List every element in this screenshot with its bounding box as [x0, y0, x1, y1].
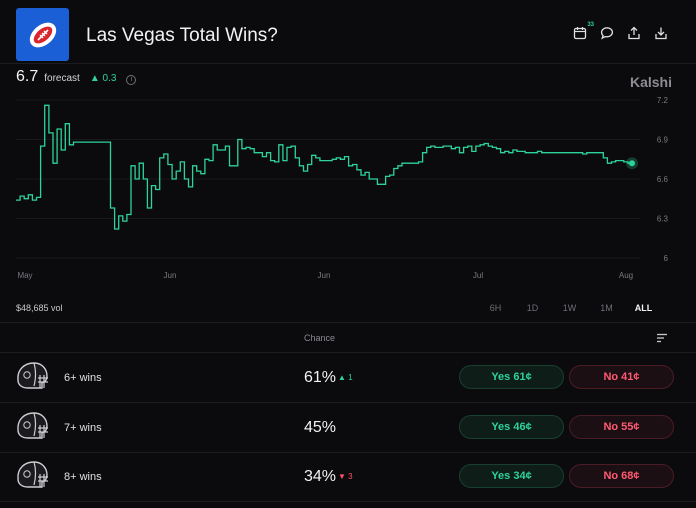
y-tick-label: 6.6 [657, 175, 669, 184]
market-title: Las Vegas Total Wins? [86, 25, 278, 46]
outcome-row[interactable]: 8+ wins 34% ▼ 3 Yes 34¢ No 68¢ [0, 452, 696, 501]
chance-delta: ▼ 3 [338, 472, 353, 481]
forecast-change: ▲ 0.3 [89, 73, 117, 84]
forecast-chart: 7.2 6.9 6.6 6.3 6 May Jun Jun Jul Aug [16, 96, 669, 280]
outcome-label: 7+ wins [64, 421, 102, 434]
divider [0, 352, 696, 353]
x-tick-label: Jul [473, 271, 483, 280]
x-tick-label: Jun [164, 271, 177, 280]
share-icon [628, 26, 640, 40]
x-tick-label: Aug [619, 271, 633, 280]
y-tick-label: 6.9 [657, 136, 669, 145]
header-actions: 33 [573, 22, 668, 40]
buy-yes-button[interactable]: Yes 61¢ [459, 365, 564, 389]
buy-no-button[interactable]: No 68¢ [569, 464, 674, 488]
divider [0, 322, 696, 323]
comment-button[interactable] [600, 26, 614, 40]
x-tick-label: May [17, 271, 32, 280]
range-button-all[interactable]: ALL [634, 303, 653, 313]
chance-value: 34% [304, 468, 337, 485]
brand-logo: Kalshi [629, 74, 672, 90]
raiders-helmet-icon [17, 411, 48, 439]
x-tick-label: Jun [318, 271, 331, 280]
forecast-summary: 6.7 forecast ▲ 0.3 i [16, 68, 137, 86]
divider [0, 451, 696, 453]
divider [0, 402, 696, 403]
chance-delta: ▲ 1 [338, 373, 353, 382]
forecast-label: forecast [44, 73, 80, 84]
football-icon [29, 22, 56, 47]
y-tick-label: 7.2 [657, 96, 669, 105]
y-tick-label: 6.3 [657, 215, 669, 224]
download-icon [655, 27, 667, 40]
raiders-helmet-icon [17, 362, 48, 389]
raiders-helmet-icon [17, 461, 48, 488]
calendar-button[interactable]: 33 [573, 22, 594, 40]
calendar-badge: 33 [587, 22, 594, 28]
outcome-label: 8+ wins [64, 471, 102, 483]
buy-yes-button[interactable]: Yes 46¢ [459, 414, 564, 439]
calendar-icon [573, 27, 587, 40]
divider [0, 501, 696, 502]
football-logo [16, 8, 69, 61]
time-range-selector: 6H 1D 1W 1M ALL [477, 303, 662, 313]
range-button-6h[interactable]: 6H [489, 303, 502, 313]
info-icon[interactable]: i [126, 74, 137, 85]
chance-value: 45% [304, 418, 337, 436]
range-button-1d[interactable]: 1D [526, 303, 539, 313]
sort-icon[interactable] [656, 333, 668, 343]
chance-column-header: Chance [304, 333, 336, 343]
download-button[interactable] [654, 26, 668, 40]
range-button-1m[interactable]: 1M [600, 303, 613, 313]
current-point [629, 160, 635, 167]
buy-yes-button[interactable]: Yes 34¢ [459, 464, 564, 488]
buy-no-button[interactable]: No 55¢ [569, 414, 674, 439]
volume-text: $48,685 vol [16, 303, 63, 313]
share-button[interactable] [627, 26, 641, 40]
forecast-line [16, 104, 632, 230]
outcome-row[interactable]: 6+ wins 61% ▲ 1 Yes 61¢ No 41¢ [0, 353, 696, 402]
range-button-1w[interactable]: 1W [562, 303, 577, 313]
market-header: Las Vegas Total Wins? 33 [0, 0, 696, 64]
chance-value: 61% [304, 369, 337, 386]
buy-no-button[interactable]: No 41¢ [569, 365, 674, 389]
outcome-row[interactable]: 7+ wins 45% Yes 46¢ No 55¢ [0, 403, 696, 452]
forecast-value: 6.7 [16, 68, 39, 85]
outcome-label: 6+ wins [64, 372, 102, 384]
comment-icon [600, 27, 614, 40]
y-tick-label: 6 [664, 254, 669, 263]
